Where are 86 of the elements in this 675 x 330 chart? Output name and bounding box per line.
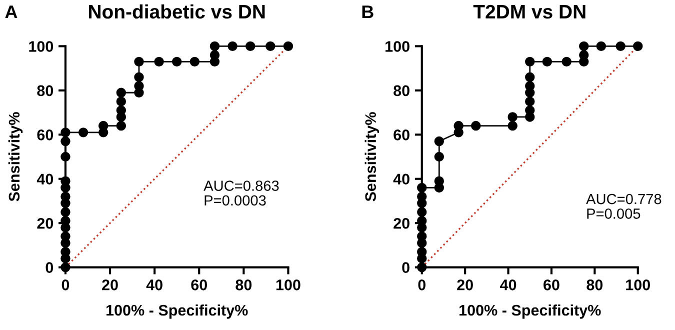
- point: [134, 56, 144, 67]
- point: [417, 192, 427, 202]
- point: [154, 56, 164, 67]
- point: [98, 120, 108, 131]
- point: [283, 41, 294, 52]
- x-axis-title: 100% - Specificity%: [460, 304, 601, 319]
- point: [60, 192, 70, 202]
- x-axis-title: 100% - Specificity%: [106, 304, 248, 319]
- y-tick-label: 100: [386, 41, 410, 52]
- y-tick-label: 60: [37, 130, 54, 140]
- point: [60, 152, 70, 162]
- y-axis-title: Sensitivity%: [364, 112, 380, 202]
- x-tick-label: 20: [102, 280, 118, 290]
- point: [525, 56, 535, 67]
- annotation: AUC=0.863 P=0.0003: [204, 180, 279, 206]
- point: [60, 216, 70, 226]
- y-tick-label: 20: [394, 218, 410, 229]
- point: [60, 136, 70, 146]
- point: [116, 96, 126, 106]
- point: [210, 50, 220, 60]
- point: [116, 120, 126, 131]
- point: [525, 72, 535, 82]
- point: [434, 152, 444, 162]
- x-tick-label: 40: [146, 280, 162, 290]
- y-tick-label: 80: [37, 85, 54, 96]
- point: [134, 81, 144, 91]
- point: [134, 72, 144, 82]
- y-tick-label: 20: [37, 218, 54, 229]
- point: [508, 120, 518, 131]
- text: A: [5, 6, 18, 18]
- annotation: AUC=0.778 P=0.005: [586, 194, 662, 219]
- point: [525, 81, 535, 91]
- point: [434, 176, 444, 186]
- x-tick-label: 40: [500, 280, 516, 290]
- y-axis-title: Sensitivity%: [8, 112, 23, 202]
- y-tick-label: 0: [46, 262, 54, 273]
- point: [454, 120, 464, 131]
- x-tick-label: 60: [191, 280, 207, 290]
- point: [596, 41, 606, 52]
- point: [525, 105, 535, 116]
- point: [228, 41, 238, 52]
- x-tick-label: 80: [236, 280, 252, 290]
- x-tick-label: 100: [626, 280, 650, 290]
- chart-title: T2DM vs DN: [473, 4, 586, 19]
- point: [116, 88, 126, 98]
- point: [60, 246, 70, 257]
- text: B: [362, 6, 374, 18]
- point: [508, 112, 518, 122]
- x-tick-label: 0: [418, 280, 426, 290]
- point: [434, 136, 444, 146]
- point: [116, 105, 126, 116]
- point: [417, 182, 427, 193]
- point: [172, 56, 182, 67]
- y-tick-label: 0: [402, 262, 410, 273]
- point: [417, 207, 427, 217]
- point: [417, 216, 427, 226]
- point: [471, 120, 481, 131]
- y-tick-label: 100: [29, 41, 54, 52]
- point: [417, 231, 427, 242]
- point: [78, 128, 88, 138]
- point: [417, 246, 427, 257]
- point: [525, 96, 535, 106]
- point: [190, 56, 200, 67]
- x-tick-label: 100: [276, 280, 300, 290]
- point: [616, 41, 626, 52]
- point: [60, 176, 70, 186]
- y-tick-label: 40: [36, 174, 54, 185]
- point: [60, 231, 70, 242]
- y-tick-label: 80: [394, 85, 410, 96]
- point: [579, 41, 589, 52]
- y-tick-label: 40: [393, 174, 410, 185]
- point: [60, 207, 70, 217]
- point: [579, 50, 589, 60]
- point: [60, 128, 70, 138]
- point: [633, 41, 643, 52]
- point: [245, 41, 256, 52]
- point: [542, 56, 552, 67]
- x-tick-label: 60: [544, 280, 560, 290]
- chart-title: Non-diabetic vs DN: [89, 4, 265, 19]
- x-tick-label: 80: [586, 280, 603, 290]
- x-tick-label: 0: [62, 280, 70, 290]
- y-tick-label: 60: [394, 130, 410, 140]
- point: [266, 41, 276, 52]
- x-tick-label: 20: [457, 280, 473, 290]
- point: [562, 56, 572, 67]
- point: [210, 41, 220, 52]
